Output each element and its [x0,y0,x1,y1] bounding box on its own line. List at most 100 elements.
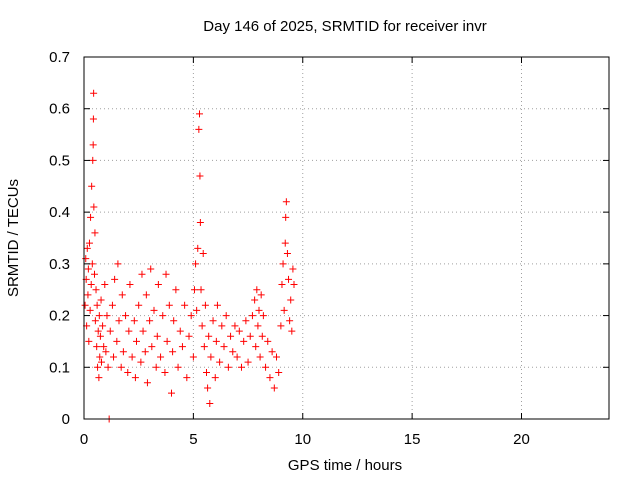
data-point [124,368,132,376]
data-point [211,374,219,382]
data-point [192,260,200,268]
data-marks-layer [81,89,298,423]
y-tick-label: 0.6 [49,101,70,118]
y-tick-label: 0.5 [49,152,70,169]
data-point [87,213,95,221]
data-point [115,317,123,325]
data-point [92,286,100,294]
data-point [93,343,101,351]
data-point [135,301,143,309]
data-point [283,250,291,258]
data-point [125,327,133,335]
data-point [138,270,146,278]
data-point [268,348,276,356]
data-point [85,239,93,247]
data-point [251,296,259,304]
data-point [93,301,101,309]
data-point [256,353,264,361]
data-point [118,291,126,299]
data-point [162,270,170,278]
data-point [90,89,98,97]
data-point [213,301,221,309]
data-point [281,239,289,247]
data-point [196,110,203,118]
data-point [122,312,130,320]
data-point [97,296,105,304]
data-point [201,301,209,309]
data-point [113,337,121,345]
data-point [95,312,103,320]
data-point [148,343,156,351]
y-tick-label: 0.4 [49,204,70,221]
x-axis-label: GPS time / hours [288,457,402,474]
data-point [238,363,245,371]
data-point [204,384,212,392]
data-point [142,291,150,299]
data-point [83,244,91,252]
data-point [89,115,97,123]
data-point [209,317,217,325]
data-point [288,327,296,335]
data-point [287,296,295,304]
data-point [187,312,195,320]
data-point [242,317,250,325]
data-point [289,265,297,273]
data-point [252,343,260,351]
data-point [119,348,127,356]
data-point [254,322,262,330]
y-tick-label: 0.3 [49,256,70,273]
data-point [169,348,177,356]
data-point [235,327,243,335]
data-point [181,301,189,309]
data-point [233,353,241,361]
data-point [100,343,108,351]
data-point [222,312,230,320]
data-point [141,348,149,356]
x-tick-label: 0 [80,431,88,448]
data-point [81,301,89,309]
data-point [139,327,147,335]
x-tick-label: 15 [404,431,421,448]
data-point [170,317,178,325]
data-point [255,306,263,314]
data-point [94,363,102,371]
data-point [165,301,173,309]
data-point [240,337,248,345]
data-point [94,327,102,335]
data-point [89,141,97,149]
data-point [168,389,175,397]
data-point [280,306,288,314]
data-point [133,337,140,345]
data-point [248,312,256,320]
data-point [224,363,232,371]
data-point [152,363,160,371]
data-point [218,322,226,330]
data-point [106,327,114,335]
data-point [203,368,210,376]
data-point [231,322,239,330]
data-point [216,358,224,366]
data-point [159,312,167,320]
y-tick-label: 0.7 [49,49,70,66]
data-point [290,281,298,289]
y-axis-label: SRMTID / TECUs [5,179,22,297]
data-point [96,332,104,340]
x-tick-label: 5 [189,431,197,448]
data-point [153,332,161,340]
ticks-layer: 0 5 10 15 20 0 0.1 0.2 0.3 0.4 0.5 0.6 0.7 [49,49,609,448]
data-point [207,353,215,361]
data-point [197,286,205,294]
data-point [163,337,171,345]
data-point [130,317,138,325]
data-point [257,291,265,299]
y-tick-label: 0.1 [49,359,70,376]
data-point [87,281,95,289]
data-point [200,343,208,351]
data-point [264,337,272,345]
data-point [154,281,162,289]
data-point [279,260,287,268]
data-point [117,363,125,371]
data-point [91,317,99,325]
data-point [108,301,116,309]
